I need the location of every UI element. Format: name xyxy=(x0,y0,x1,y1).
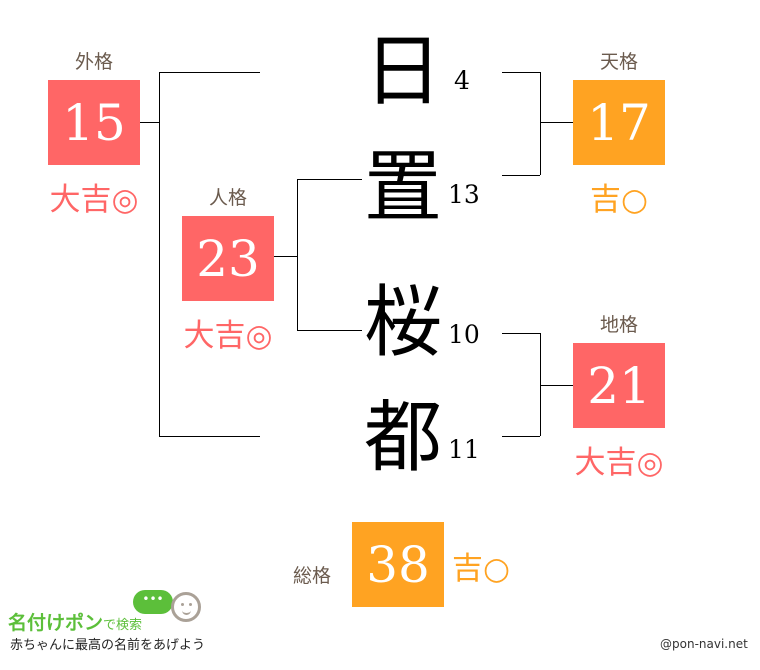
connector-line xyxy=(540,72,541,175)
connector-line xyxy=(297,330,362,331)
stroke-count: 4 xyxy=(454,66,470,95)
name-char: 置 xyxy=(363,143,442,233)
jinkaku-label: 人格 xyxy=(208,187,247,209)
connector-line xyxy=(502,72,540,73)
name-char: 都 xyxy=(363,393,442,483)
name-char: 日 xyxy=(363,27,442,117)
logo-title-text: 名付けポン xyxy=(8,612,104,634)
chikaku-label: 地格 xyxy=(599,314,638,336)
connector-line xyxy=(159,72,260,73)
site-credit: @pon-navi.net xyxy=(660,637,748,651)
connector-line xyxy=(140,122,159,123)
connector-line xyxy=(159,72,160,436)
connector-line xyxy=(297,179,362,180)
tenkaku-label: 天格 xyxy=(599,51,638,73)
gaikaku-label: 外格 xyxy=(74,51,113,73)
tenkaku-fortune: 吉○ xyxy=(589,182,649,218)
chikaku-fortune: 大吉◎ xyxy=(574,445,664,481)
stroke-count: 13 xyxy=(448,180,480,209)
connector-line xyxy=(540,385,573,386)
name-char: 桜 xyxy=(363,278,442,368)
connector-line xyxy=(540,333,541,436)
chat-bubble-icon: ••• xyxy=(133,590,173,614)
logo-title[interactable]: 名付けポンで検索 xyxy=(8,608,142,635)
connector-line xyxy=(274,256,297,257)
soukaku-label: 総格 xyxy=(292,565,331,587)
stroke-count: 10 xyxy=(448,320,480,349)
tenkaku-value: 17 xyxy=(573,80,665,165)
connector-line xyxy=(159,436,260,437)
baby-face-icon xyxy=(171,592,201,622)
logo-suffix: で検索 xyxy=(103,618,143,633)
jinkaku-value: 23 xyxy=(182,216,274,301)
gaikaku-fortune: 大吉◎ xyxy=(49,182,139,218)
stroke-count: 11 xyxy=(448,435,480,464)
soukaku-value: 38 xyxy=(352,522,444,607)
gaikaku-value: 15 xyxy=(48,80,140,165)
jinkaku-fortune: 大吉◎ xyxy=(183,318,273,354)
connector-line xyxy=(502,175,540,176)
connector-line xyxy=(502,333,540,334)
soukaku-fortune: 吉○ xyxy=(452,551,511,587)
connector-line xyxy=(540,122,573,123)
connector-line xyxy=(297,179,298,330)
logo-tagline: 赤ちゃんに最高の名前をあげよう xyxy=(10,638,206,653)
connector-line xyxy=(502,436,540,437)
chikaku-value: 21 xyxy=(573,343,665,428)
